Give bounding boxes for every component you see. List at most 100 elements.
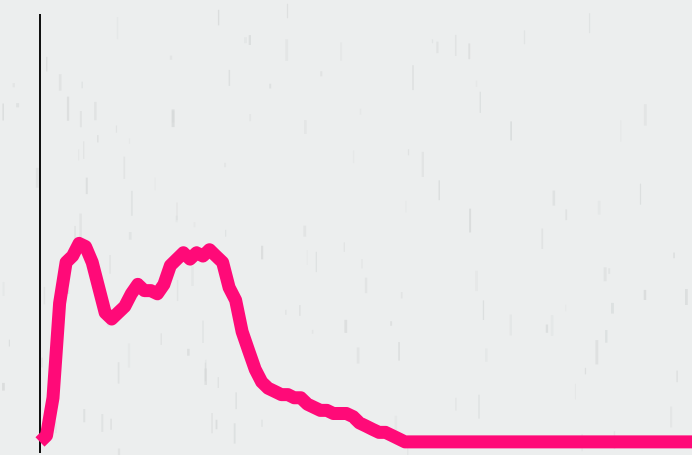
texture-speck (468, 43, 471, 60)
texture-speck (552, 190, 556, 206)
texture-speck (588, 13, 591, 34)
texture-speck (43, 286, 46, 305)
texture-speck (117, 362, 120, 384)
texture-speck (12, 83, 15, 88)
texture-speck (79, 213, 82, 240)
texture-speck (304, 120, 307, 134)
texture-speck (66, 96, 70, 121)
texture-speck (2, 281, 5, 296)
texture-speck (475, 270, 478, 292)
texture-speck (154, 177, 156, 191)
texture-speck (608, 268, 611, 274)
texture-speck (244, 37, 247, 44)
texture-speck (469, 208, 472, 233)
texture-speck (83, 409, 86, 423)
texture-speck (611, 302, 614, 314)
texture-speck (35, 167, 39, 188)
texture-speck (398, 342, 400, 361)
texture-speck (55, 421, 57, 434)
texture-speck (127, 343, 131, 368)
texture-speck (169, 55, 173, 60)
texture-speck (509, 314, 512, 336)
texture-speck (249, 114, 252, 122)
texture-speck (523, 30, 526, 45)
texture-speck (394, 415, 398, 437)
texture-speck (204, 359, 207, 369)
texture-speck (595, 340, 599, 365)
texture-speck (110, 418, 112, 430)
texture-speck (176, 279, 179, 302)
texture-speck (187, 348, 190, 356)
texture-speck (128, 232, 132, 240)
texture-speck (79, 111, 82, 128)
texture-speck (412, 65, 414, 91)
texture-speck (479, 91, 481, 113)
series-line-1 (35, 236, 692, 449)
texture-speck (217, 377, 219, 388)
texture-speck (171, 109, 175, 128)
texture-speck (128, 138, 131, 144)
texture-speck (597, 200, 601, 215)
texture-speck (175, 215, 178, 223)
texture-speck (407, 149, 410, 156)
texture-speck (233, 423, 236, 444)
texture-speck (303, 225, 307, 237)
texture-speck (235, 392, 237, 410)
texture-speck (361, 259, 363, 269)
texture-speck (306, 250, 308, 265)
texture-speck (545, 324, 549, 333)
texture-speck (83, 141, 85, 159)
texture-speck (315, 251, 317, 273)
texture-speck (565, 304, 567, 312)
texture-speck (431, 39, 434, 44)
texture-speck (191, 266, 194, 286)
texture-speck (160, 333, 162, 345)
texture-speck (224, 162, 227, 168)
texture-speck (400, 292, 403, 299)
texture-speck (74, 225, 76, 249)
texture-speck (2, 382, 5, 391)
texture-speck (356, 347, 360, 364)
texture-speck (78, 149, 80, 161)
texture-speck (475, 80, 478, 87)
texture-speck (574, 383, 576, 400)
texture-speck (285, 39, 289, 61)
texture-speck (510, 121, 512, 141)
texture-speck (285, 309, 287, 315)
texture-speck (454, 34, 457, 56)
texture-speck (193, 222, 196, 228)
texture-speck (225, 229, 227, 237)
texture-speck (269, 83, 272, 89)
texture-speck (117, 448, 121, 455)
texture-speck (359, 108, 362, 115)
texture-speck (685, 289, 688, 305)
texture-speck (211, 413, 213, 434)
texture-speck (46, 56, 48, 72)
texture-speck (248, 35, 251, 45)
texture-speck (478, 394, 480, 419)
texture-speck (109, 255, 111, 274)
texture-speck (436, 41, 439, 54)
texture-speck (620, 120, 622, 142)
texture-speck (2, 103, 4, 121)
texture-speck (8, 339, 10, 347)
texture-speck (217, 9, 220, 26)
texture-speck (130, 190, 133, 216)
texture-speck (643, 104, 647, 126)
texture-speck (286, 3, 289, 19)
texture-speck (673, 252, 675, 259)
texture-speck (204, 368, 207, 385)
texture-speck (171, 110, 175, 123)
texture-speck (565, 209, 568, 221)
texture-speck (115, 125, 118, 133)
texture-speck (643, 289, 647, 300)
texture-speck (421, 151, 424, 177)
texture-speck (343, 242, 345, 252)
texture-speck (390, 321, 393, 326)
texture-speck (85, 177, 88, 195)
texture-speck (58, 74, 62, 91)
texture-speck (364, 277, 368, 294)
texture-speck (299, 305, 301, 316)
